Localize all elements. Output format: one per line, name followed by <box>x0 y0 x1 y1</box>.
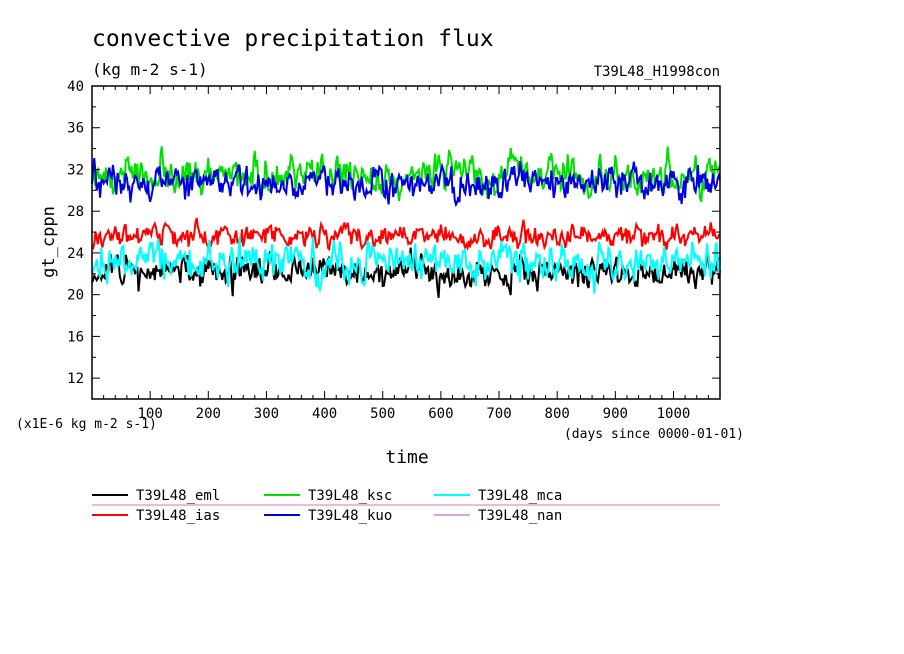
y-tick-label: 16 <box>67 329 84 345</box>
y-scale-note: (x1E-6 kg m-2 s-1) <box>16 417 157 432</box>
run-label: T39L48_H1998con <box>594 64 720 80</box>
axes-layer: 100 200 300 400 500 600 700 800 900 1000 12 16 20 24 2… <box>67 79 721 422</box>
legend-label-t39l48-kuo: T39L48_kuo <box>308 508 392 524</box>
plot-frame <box>91 85 721 400</box>
series-line-t39l48-eml <box>91 247 721 298</box>
series-line-t39l48-mca <box>91 236 721 294</box>
x-tick-label: 300 <box>254 406 279 422</box>
x-tick-label: 1000 <box>657 406 691 422</box>
x-tick-label: 400 <box>312 406 337 422</box>
y-tick-label: 24 <box>67 246 84 262</box>
legend-label-t39l48-mca: T39L48_mca <box>478 488 562 504</box>
legend-label-t39l48-eml: T39L48_eml <box>136 488 220 504</box>
x-axis-label: time <box>385 447 428 468</box>
y-axis-label: gt_cppn <box>39 206 59 278</box>
y-tick-label: 40 <box>67 79 84 95</box>
y-tick-label: 32 <box>67 162 84 178</box>
x-tick-label: 200 <box>196 406 221 422</box>
legend-label-t39l48-ksc: T39L48_ksc <box>308 488 392 504</box>
x-tick-label: 500 <box>370 406 395 422</box>
chart-units: (kg m-2 s-1) <box>92 60 208 79</box>
chart-title: convective precipitation flux <box>92 26 494 52</box>
legend-label-t39l48-ias: T39L48_ias <box>136 508 220 524</box>
y-tick-label: 20 <box>67 288 84 304</box>
legend: T39L48_eml T39L48_ias T39L48_ksc T39L48_kuo… <box>92 488 720 524</box>
x-tick-label: 100 <box>137 406 162 422</box>
y-tick-label: 28 <box>67 204 84 220</box>
x-units-note: (days since 0000-01-01) <box>564 427 744 442</box>
x-tick-label: 600 <box>428 406 453 422</box>
x-tick-label: 700 <box>486 406 511 422</box>
legend-label-t39l48-nan: T39L48_nan <box>478 508 562 524</box>
x-tick-label: 800 <box>545 406 570 422</box>
y-tick-label: 36 <box>67 121 84 137</box>
x-tick-label: 900 <box>603 406 628 422</box>
y-tick-label: 12 <box>67 371 84 387</box>
series-line-t39l48-ksc <box>91 146 721 203</box>
series-layer <box>91 146 721 298</box>
series-line-t39l48-ias <box>91 217 721 253</box>
series-line-t39l48-kuo <box>91 158 721 208</box>
